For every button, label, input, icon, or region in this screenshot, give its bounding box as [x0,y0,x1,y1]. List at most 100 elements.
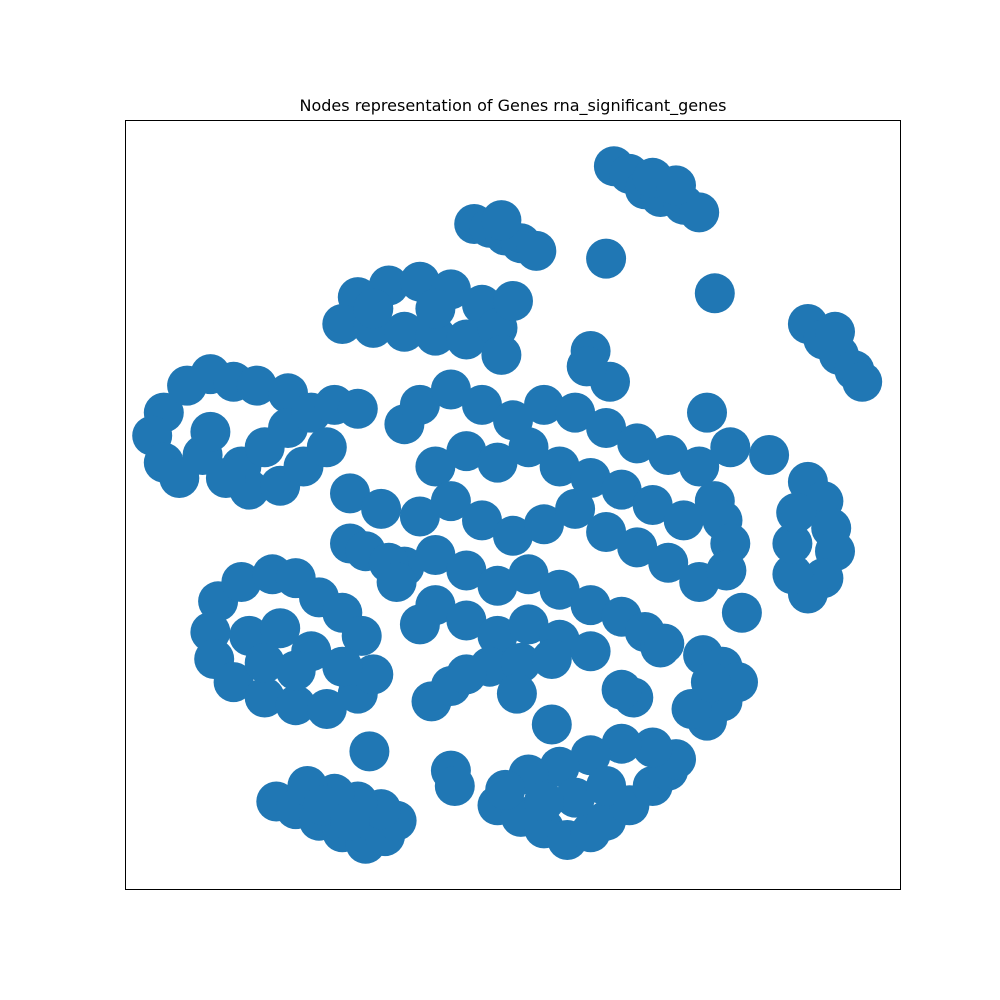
scatter-point-0-148 [353,654,394,695]
scatter-point-0-103 [648,542,689,583]
scatter-point-0-100 [555,488,596,529]
scatter-point-0-27 [322,304,363,344]
scatter-point-0-185 [601,723,642,764]
scatter-point-0-53 [337,388,378,429]
scatter-point-0-12 [516,230,557,271]
scatter-point-0-146 [306,689,347,729]
scatter-point-0-123 [330,473,370,514]
scatter-point-0-87 [477,442,518,483]
scatter-point-0-97 [462,500,502,541]
scatter-point-0-106 [415,535,456,575]
scatter-point-0-67 [772,554,813,595]
scatter-point-0-95 [399,496,440,537]
scatter-points [132,146,883,864]
scatter-point-0-117 [508,604,549,645]
scatter-point-0-143 [213,662,254,703]
scatter-point-0-91 [601,469,642,510]
scatter-point-0-92 [632,485,673,525]
scatter-point-0-74 [399,384,440,425]
scatter-point-0-152 [322,646,363,687]
scatter-point-0-133 [721,592,762,633]
scatter-point-0-78 [524,384,564,425]
scatter-point-0-47 [190,411,231,452]
scatter-point-0-108 [477,565,518,606]
scatter-point-0-59 [687,392,727,433]
scatter-point-0-165 [496,673,537,714]
scatter-point-0-84 [710,427,751,468]
scatter-point-0-109 [508,554,549,595]
scatter-point-0-31 [446,319,487,360]
scatter-point-0-35 [493,281,533,321]
scatter-point-0-173 [434,766,475,806]
scatter-point-0-33 [353,288,394,329]
scatter-point-0-89 [539,446,580,487]
scatter-point-0-99 [524,504,564,545]
scatter-point-0-190 [555,777,596,818]
scatter-point-0-102 [617,527,658,568]
scatter-point-0-90 [570,458,611,498]
scatter-point-0-140 [341,615,382,656]
scatter-point-0-161 [690,662,731,703]
scatter-point-0-119 [570,631,611,672]
scatter-point-0-68 [772,523,813,564]
scatter-point-0-121 [500,642,541,683]
scatter-point-0-111 [570,585,611,626]
scatter-point-0-69 [776,492,817,533]
scatter-point-0-57 [306,427,347,468]
axes-frame [125,120,901,890]
scatter-point-0-192 [524,781,564,822]
scatter-point-0-21 [815,311,855,352]
scatter-point-0-128 [399,604,440,645]
scatter-point-0-79 [555,392,596,433]
scatter-point-0-93 [663,500,704,541]
scatter-point-0-36 [481,334,522,375]
scatter-point-0-129 [376,562,417,602]
scatter-point-0-124 [361,488,402,529]
scatter-point-0-205 [330,800,370,841]
scatter-point-0-191 [586,766,627,806]
scatter-point-0-98 [493,515,533,556]
scatter-point-0-20 [842,361,883,402]
scatter-point-0-41 [236,365,277,406]
scatter-point-0-122 [531,639,572,679]
scatter-point-0-76 [462,384,502,425]
scatter-point-0-186 [570,735,611,776]
scatter-point-0-166 [531,704,572,745]
scatter-point-0-80 [586,408,627,448]
scatter-point-0-168 [601,669,642,710]
scatter-point-0-110 [539,569,580,610]
scatter-point-0-58 [205,458,246,498]
scatter-point-0-171 [349,731,390,772]
scatter-point-0-184 [632,727,673,768]
scatter-point-0-13 [481,200,522,241]
scatter-point-0-34 [415,288,456,329]
scatter-point-0-60 [749,435,790,475]
scatter-point-0-29 [384,311,425,352]
scatter-point-0-116 [477,615,518,656]
scatter-point-0-145 [275,685,316,726]
scatter-point-0-135 [221,562,262,602]
scatter-point-0-132 [706,550,747,591]
scatter-point-0-96 [430,481,471,522]
scatter-point-0-82 [648,435,689,475]
scatter-point-0-189 [485,769,526,810]
scatter-point-0-101 [586,512,627,552]
scatter-point-0-115 [446,600,487,641]
scatter-point-0-72 [566,346,607,387]
scatter-point-0-15 [694,273,735,314]
scatter-point-0-150 [260,608,301,649]
scatter-point-0-75 [430,369,471,410]
scatter-point-0-83 [679,446,720,487]
chart-title: Nodes representation of Genes rna_signif… [299,96,727,115]
scatter-point-0-85 [415,446,456,487]
scatter-point-0-88 [508,427,549,468]
scatter-point-0-164 [446,654,487,695]
scatter-point-0-86 [446,431,487,472]
scatter-point-0-14 [586,238,627,279]
scatter-point-0-170 [644,623,685,664]
scatter-point-0-153 [244,642,285,683]
scatter-point-0-7 [656,165,696,206]
scatter-point-0-5 [679,192,720,233]
